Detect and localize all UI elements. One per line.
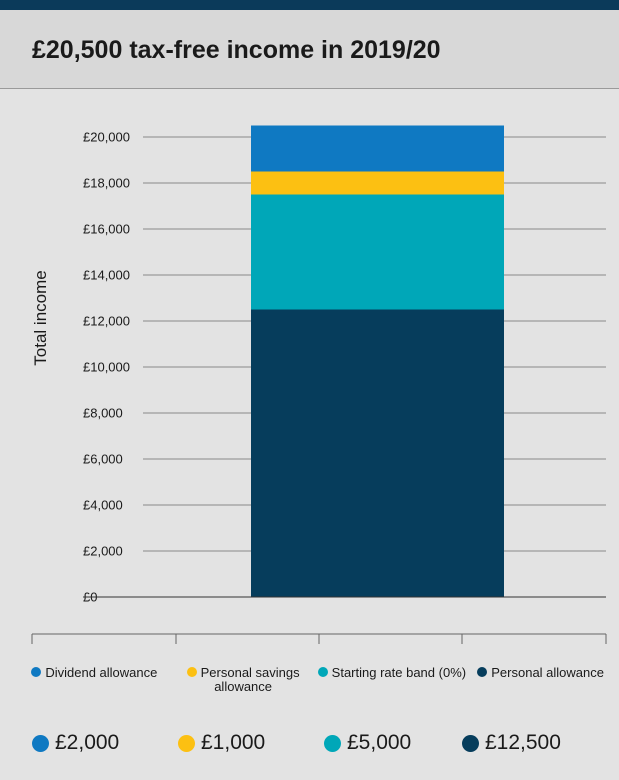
value-row: £2,000 £1,000 £5,000 £12,500 [32, 731, 561, 755]
y-tick-label: £8,000 [83, 406, 123, 421]
legend-item-dividend: Dividend allowance [20, 666, 169, 694]
bar-segment [251, 309, 504, 597]
stacked-bar [251, 125, 504, 597]
legend-item-starting-rate: Starting rate band (0%) [317, 665, 467, 694]
value-starting-rate: £5,000 [324, 731, 462, 755]
y-tick-label: £14,000 [83, 268, 130, 283]
y-tick-label: £12,000 [83, 314, 130, 329]
bar-segment [251, 125, 504, 172]
chart-title: £20,500 tax-free income in 2019/20 [32, 36, 441, 64]
legend: Dividend allowance Personal savings allo… [20, 666, 615, 694]
legend-swatch [186, 667, 197, 677]
y-tick-label: £6,000 [83, 452, 123, 467]
y-tick-label: £2,000 [83, 544, 123, 559]
y-tick-label: £20,000 [83, 130, 130, 145]
y-axis-tick-labels: £0£2,000£4,000£6,000£8,000£10,000£12,000… [83, 130, 130, 605]
legend-label: Personal allowance [491, 665, 604, 680]
value-label: £1,000 [201, 731, 266, 754]
x-axis [31, 596, 607, 644]
value-label: £2,000 [55, 731, 120, 754]
top-accent-bar [0, 0, 619, 10]
legend-label: Starting rate band (0%) [331, 665, 467, 680]
value-dividend: £2,000 [32, 731, 178, 755]
y-tick-label: £18,000 [83, 176, 130, 191]
legend-label: Dividend allowance [45, 665, 158, 680]
legend-item-personal: Personal allowance [466, 666, 615, 694]
value-label: £5,000 [347, 731, 412, 754]
legend-swatch [477, 667, 488, 677]
value-label: £12,500 [485, 731, 561, 754]
value-swatch [32, 734, 49, 752]
y-tick-label: £10,000 [83, 360, 130, 375]
value-personal: £12,500 [462, 731, 561, 755]
legend-swatch [31, 667, 42, 677]
value-savings: £1,000 [178, 731, 324, 755]
value-swatch [462, 734, 479, 752]
y-tick-label: £4,000 [83, 498, 123, 513]
value-swatch [324, 734, 341, 752]
chart-header: £20,500 tax-free income in 2019/20 [0, 10, 619, 89]
legend-item-savings: Personal savings allowance [169, 666, 318, 694]
legend-label: Personal savings allowance [200, 665, 300, 694]
bar-segment [251, 194, 504, 310]
stacked-bar-chart: £0£2,000£4,000£6,000£8,000£10,000£12,000… [31, 125, 607, 644]
y-tick-label: £16,000 [83, 222, 130, 237]
value-swatch [178, 734, 195, 752]
legend-swatch [317, 667, 328, 677]
bar-segment [251, 171, 504, 195]
y-axis-label: Total income [31, 270, 50, 365]
